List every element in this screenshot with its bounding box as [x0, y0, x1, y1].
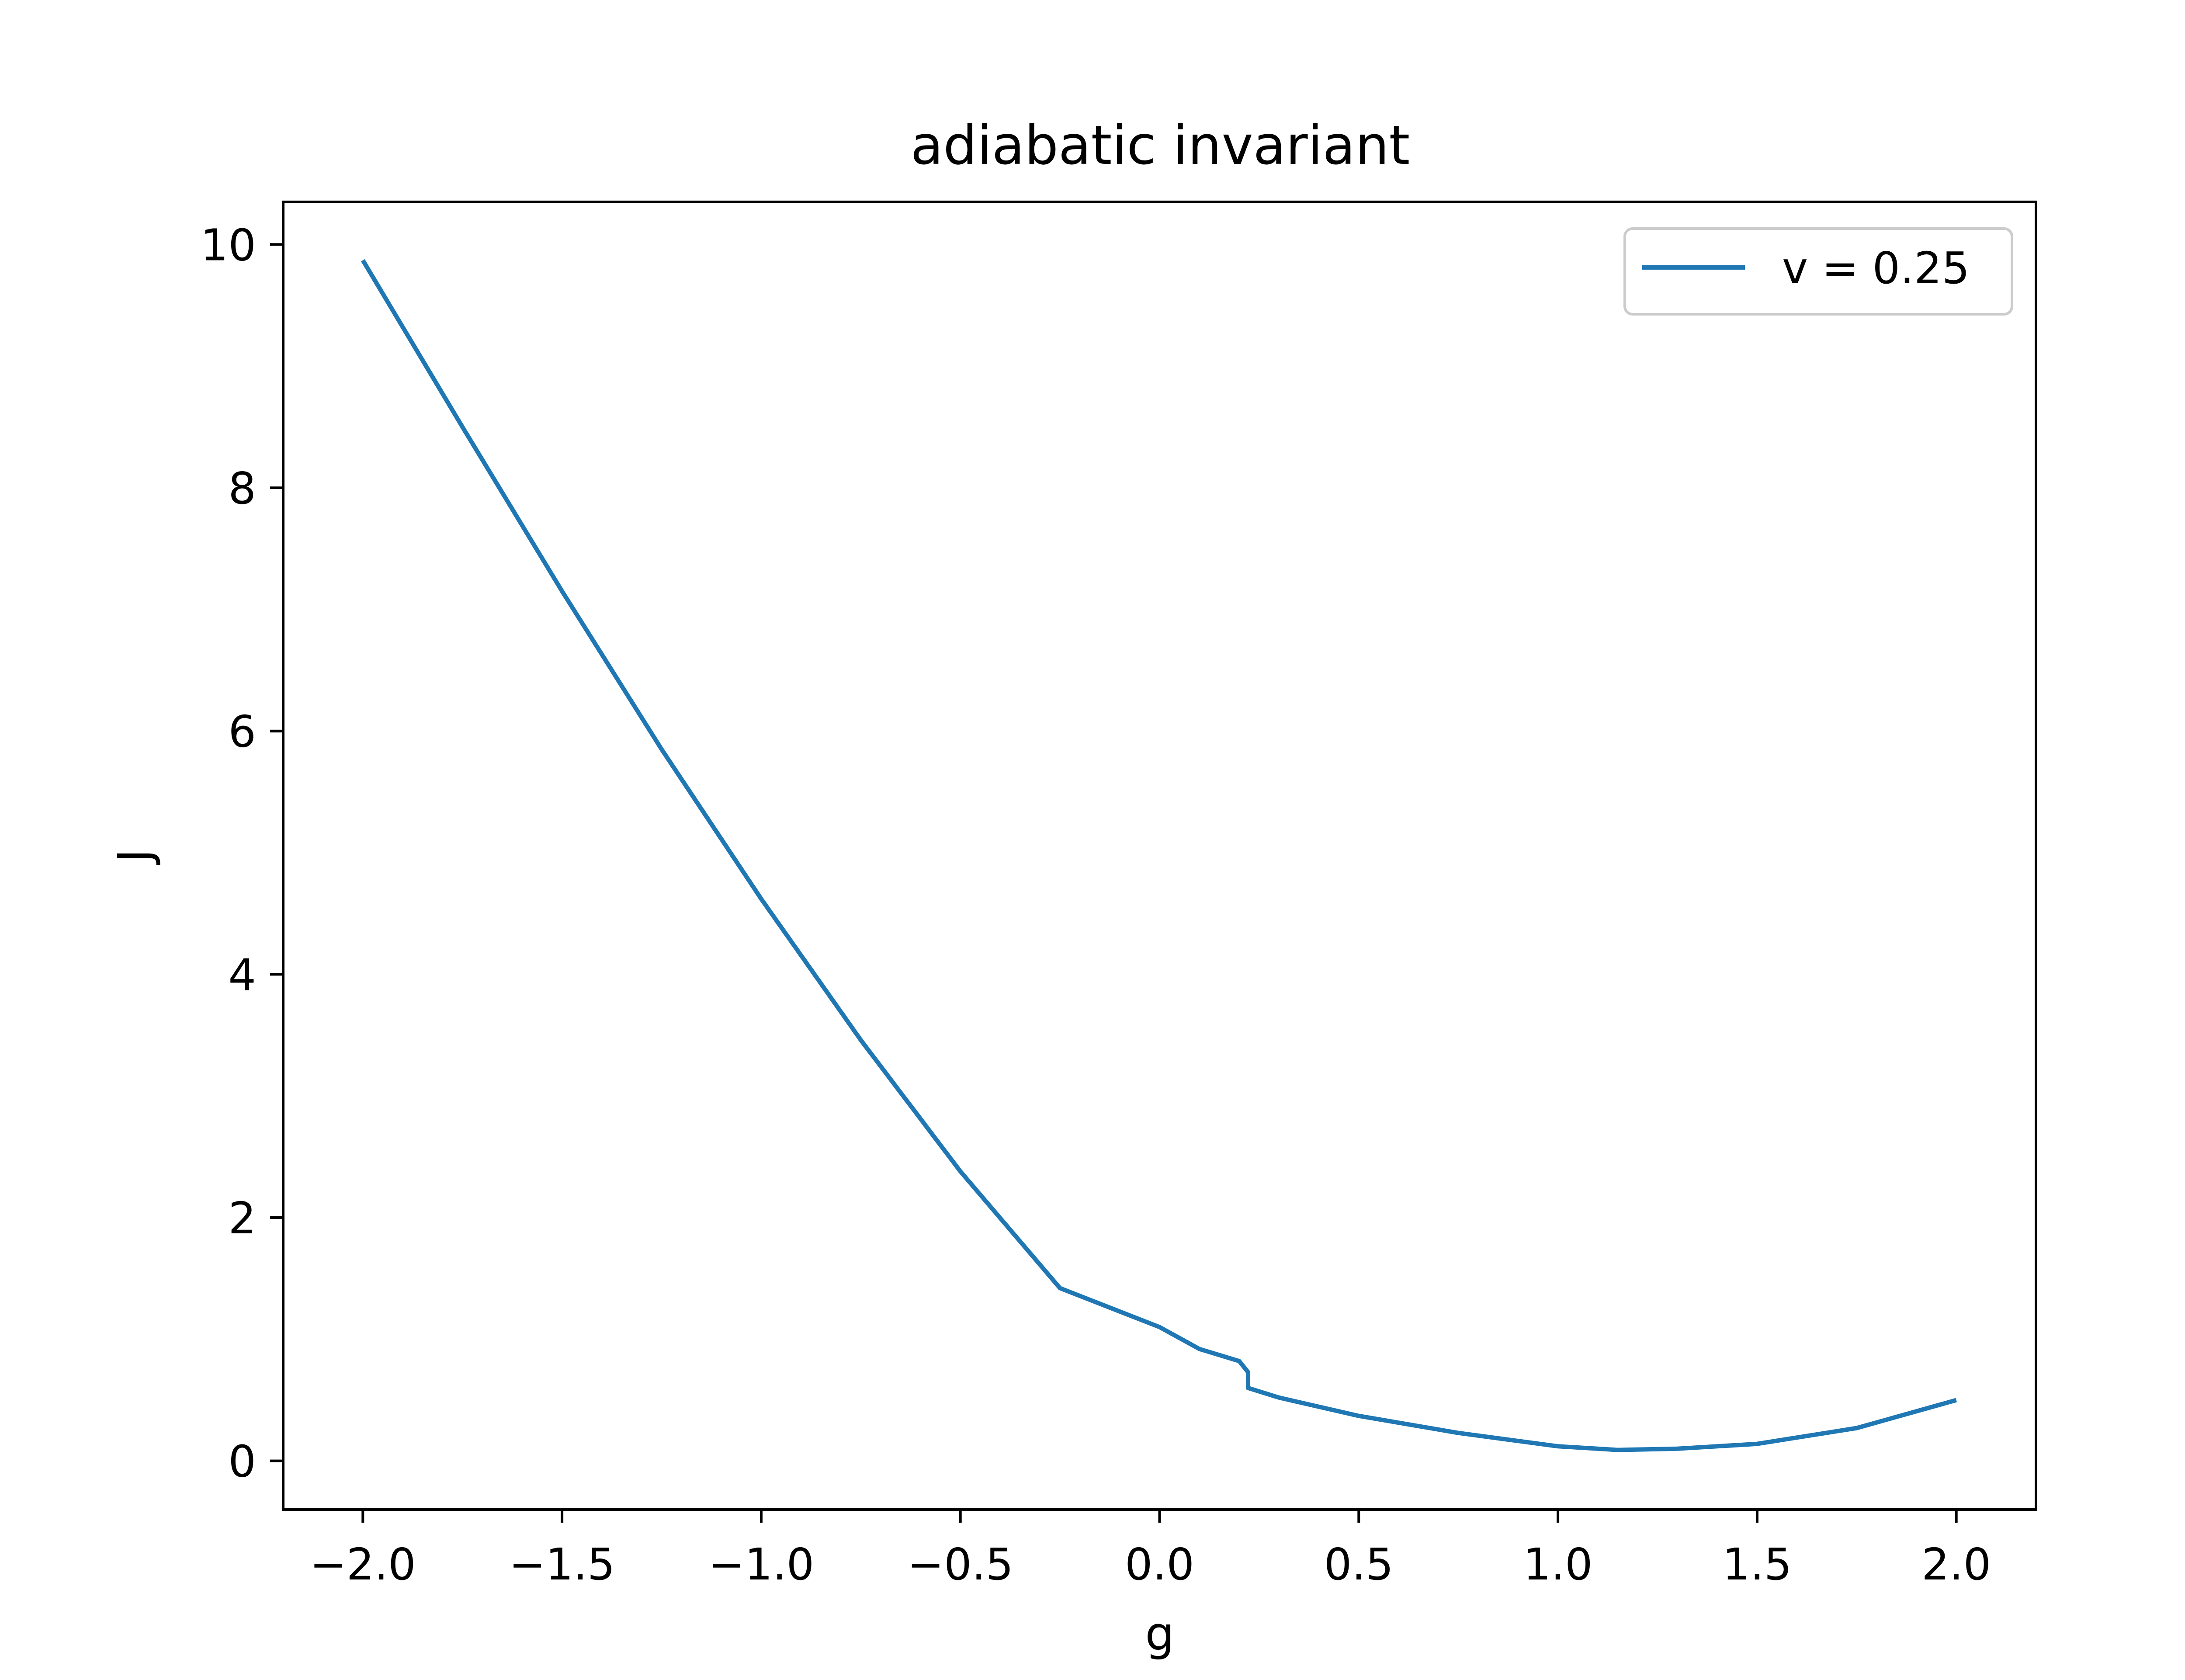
series-line-0: [361, 259, 1957, 1452]
y-tick-label: 6: [228, 706, 256, 757]
x-tick-label: −1.0: [708, 1539, 814, 1590]
y-tick-label: 0: [228, 1436, 256, 1487]
x-tick-label: −0.5: [907, 1539, 1013, 1590]
y-tick-label: 4: [228, 949, 256, 1000]
y-tick-label: 10: [201, 219, 256, 271]
x-axis: −2.0 −1.5 −1.0 −0.5 0.0 0.5 1.0 1.5 2.0: [310, 1510, 1991, 1590]
x-tick-label: 0.0: [1125, 1539, 1194, 1590]
x-tick-label: 1.5: [1722, 1539, 1792, 1590]
plot-area: [361, 259, 1957, 1452]
legend-box: [1623, 227, 2013, 316]
x-tick-label: −2.0: [310, 1539, 416, 1590]
legend: v = 0.25: [1623, 227, 2013, 316]
y-axis-label: J: [108, 849, 162, 865]
y-axis: 0 2 4 6 8 10: [201, 219, 283, 1487]
y-tick-label: 2: [228, 1193, 256, 1244]
legend-label: v = 0.25: [1782, 243, 1970, 294]
y-tick-label: 8: [228, 463, 256, 514]
x-tick-label: 0.5: [1324, 1539, 1394, 1590]
x-tick-label: 1.0: [1523, 1539, 1593, 1590]
x-tick-label: −1.5: [509, 1539, 615, 1590]
chart-title: adiabatic invariant: [911, 115, 1410, 177]
x-axis-label: g: [1145, 1607, 1174, 1661]
x-tick-label: 2.0: [1921, 1539, 1991, 1590]
